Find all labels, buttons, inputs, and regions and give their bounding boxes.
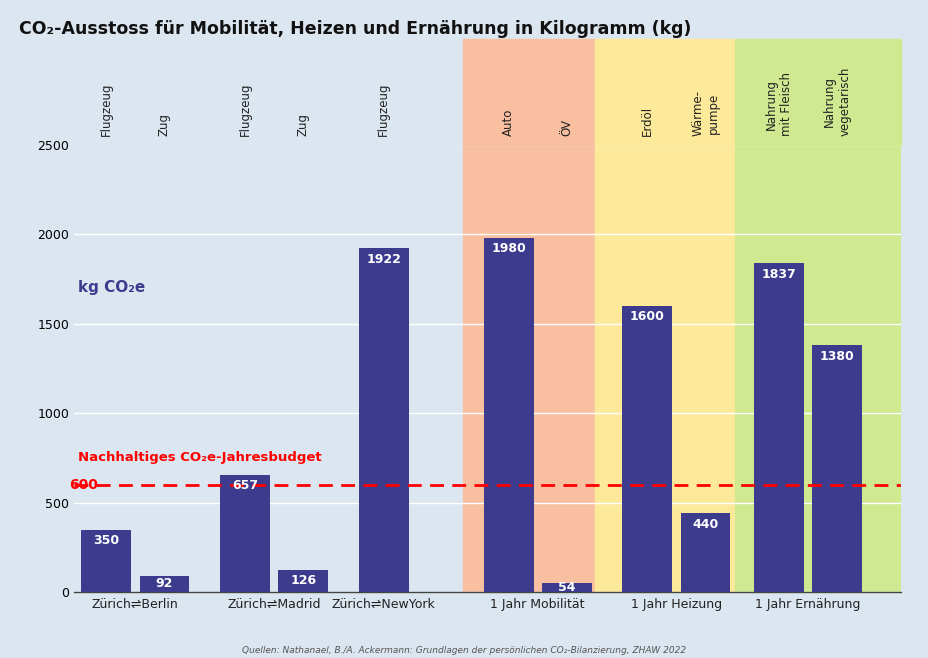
Text: Auto: Auto [501,109,514,136]
Text: Nachhaltiges CO₂e-Jahresbudget: Nachhaltiges CO₂e-Jahresbudget [78,451,322,465]
Text: Flugzeug: Flugzeug [99,83,112,136]
Text: 1922: 1922 [366,253,401,266]
Text: Nahrung
mit Fleisch: Nahrung mit Fleisch [765,72,793,136]
Text: Nahrung
vegetarisch: Nahrung vegetarisch [822,67,850,136]
Text: 1980: 1980 [491,242,525,255]
Text: 440: 440 [691,518,718,531]
Text: ÖV: ÖV [560,119,573,136]
Text: 657: 657 [232,479,258,492]
Text: kg CO₂e: kg CO₂e [78,280,146,295]
Bar [483,238,533,592]
Text: CO₂-Ausstoss für Mobilität, Heizen und Ernährung in Kilogramm (kg): CO₂-Ausstoss für Mobilität, Heizen und E… [19,20,690,38]
Bar [358,248,408,592]
Text: 126: 126 [290,574,316,588]
Text: Zug: Zug [296,113,309,136]
Text: 350: 350 [93,534,119,547]
Text: Zug: Zug [158,113,171,136]
Bar [541,582,591,592]
Bar [594,39,734,145]
Bar [139,576,189,592]
Bar [734,145,900,592]
Text: Wärme-
pumpe: Wärme- pumpe [690,90,719,136]
Text: 1600: 1600 [629,311,664,323]
Bar [462,39,594,145]
Bar [734,39,900,145]
Bar [680,513,729,592]
Bar [220,474,270,592]
Bar [74,145,462,592]
Bar [74,39,462,145]
Bar [462,145,594,592]
Text: 54: 54 [558,581,575,594]
Text: Flugzeug: Flugzeug [377,83,390,136]
Bar [81,530,131,592]
Bar [278,570,328,592]
Text: Flugzeug: Flugzeug [238,83,251,136]
Text: 600: 600 [69,478,97,492]
Bar [622,306,672,592]
Text: Quellen: Nathanael, B./A. Ackermann: Grundlagen der persönlichen CO₂-Bilanzierun: Quellen: Nathanael, B./A. Ackermann: Gru… [242,645,686,655]
Bar [811,345,861,592]
Text: 92: 92 [156,578,173,590]
Text: 1380: 1380 [819,349,854,363]
Bar [754,263,803,592]
Bar [594,145,734,592]
Text: 1837: 1837 [761,268,795,281]
Text: Erdöl: Erdöl [640,106,653,136]
